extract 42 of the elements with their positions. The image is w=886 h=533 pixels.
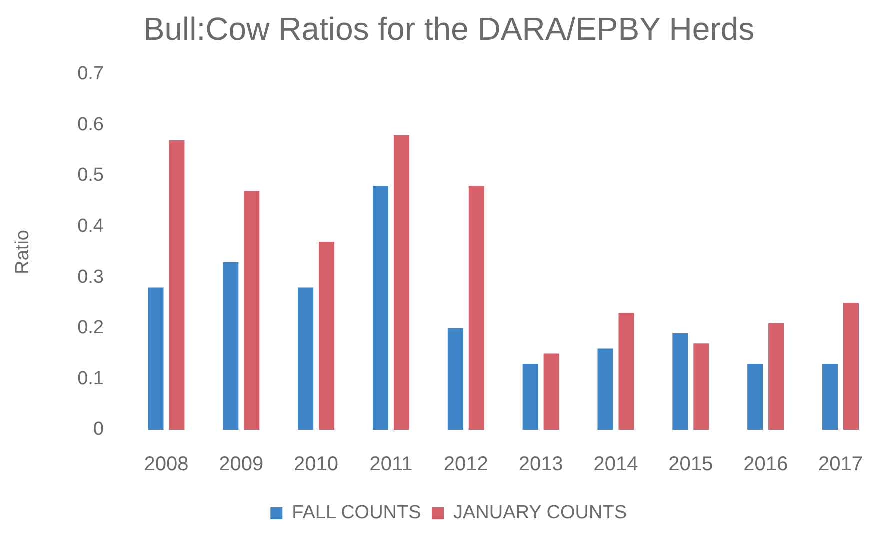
bar: [694, 344, 710, 430]
bar: [169, 140, 185, 430]
x-tick-label: 2010: [294, 454, 339, 476]
bar: [748, 364, 764, 430]
legend-label: JANUARY COUNTS: [454, 502, 628, 524]
bar: [618, 313, 634, 430]
bar: [448, 328, 464, 430]
bar: [223, 262, 239, 430]
x-tick-label: 2015: [668, 454, 714, 476]
bar: [468, 186, 484, 430]
x-tick-label: 2014: [594, 454, 638, 476]
y-tick-label: 0.7: [78, 64, 104, 85]
bar: [843, 303, 860, 430]
y-tick-label: 0.4: [78, 216, 104, 238]
bar: [544, 354, 560, 430]
bar: [522, 364, 538, 430]
bar: [148, 288, 164, 430]
x-tick-label: 2013: [518, 454, 564, 476]
bar: [672, 333, 688, 430]
x-tick-label: 2017: [818, 454, 864, 476]
y-tick-label: 0.3: [78, 266, 104, 288]
x-tick-label: 2012: [444, 454, 488, 476]
bar: [319, 242, 335, 430]
legend-label: FALL COUNTS: [292, 502, 422, 524]
bar: [598, 348, 614, 430]
y-tick-label: 0: [93, 419, 104, 440]
bar: [822, 364, 838, 430]
bar: [394, 135, 410, 430]
y-tick-label: 0.5: [78, 165, 104, 186]
chart-title: Bull:Cow Ratios for the DARA/EPBY Herds: [143, 11, 755, 48]
y-axis-title: Ratio: [12, 230, 34, 274]
y-tick-label: 0.2: [78, 318, 104, 339]
bar: [768, 323, 784, 430]
y-tick-label: 0.1: [78, 368, 104, 390]
bar: [244, 191, 260, 430]
x-tick-label: 2009: [219, 454, 264, 476]
bar: [298, 288, 314, 430]
y-tick-label: 0.6: [78, 114, 104, 136]
x-tick-label: 2008: [144, 454, 189, 476]
x-tick-label: 2011: [370, 454, 413, 476]
bar: [372, 186, 388, 430]
x-tick-label: 2016: [744, 454, 788, 476]
